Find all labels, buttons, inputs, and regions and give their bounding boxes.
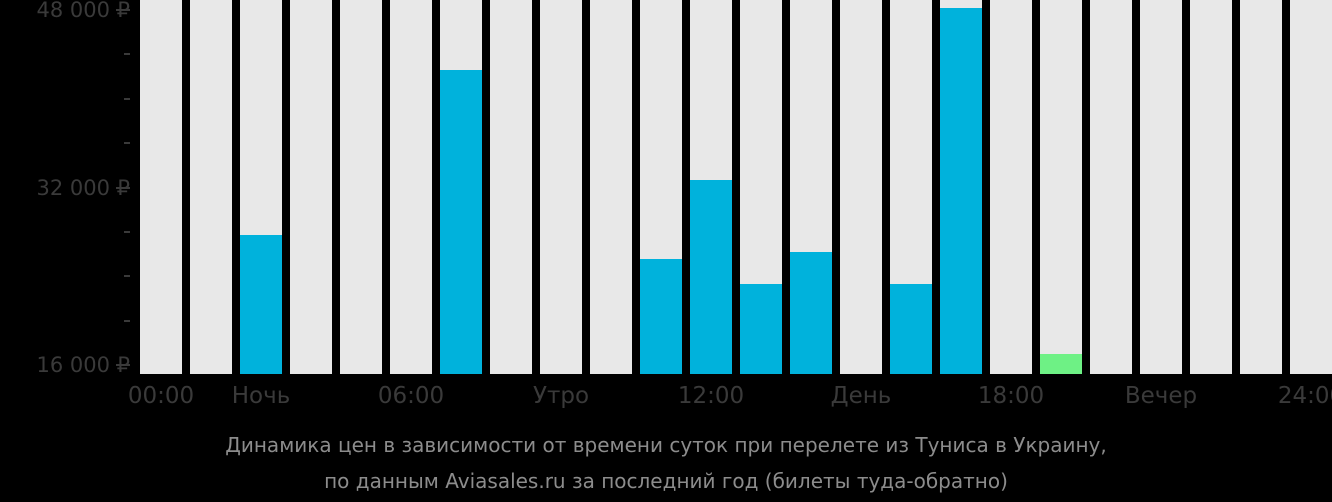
x-tick-label: 00:00 <box>127 383 195 409</box>
chart-caption-line2: по данным Aviasales.ru за последний год … <box>324 469 1008 493</box>
hour-column[interactable] <box>690 0 732 374</box>
hour-column[interactable] <box>790 0 832 374</box>
y-tick-label: 48 000 ₽ <box>36 0 130 22</box>
chart-caption-line1: Динамика цен в зависимости от времени су… <box>225 433 1107 457</box>
hour-column[interactable] <box>640 0 682 374</box>
y-tick-mark <box>124 230 130 233</box>
hour-column[interactable] <box>1090 0 1132 374</box>
hour-column[interactable] <box>290 0 332 374</box>
hour-column[interactable] <box>540 0 582 374</box>
x-tick-label: Ночь <box>231 383 291 409</box>
hour-column[interactable] <box>1140 0 1182 374</box>
y-tick-mark <box>124 275 130 278</box>
hour-column[interactable] <box>140 0 182 374</box>
hour-column[interactable] <box>1040 0 1082 374</box>
hour-column[interactable] <box>340 0 382 374</box>
hour-column[interactable] <box>1190 0 1232 374</box>
price-bar[interactable] <box>640 258 682 374</box>
cheapest-price-bar[interactable] <box>1040 353 1082 374</box>
hour-column[interactable] <box>240 0 282 374</box>
y-tick-mark <box>124 97 130 100</box>
hour-column[interactable] <box>990 0 1032 374</box>
y-tick-mark <box>116 9 130 11</box>
x-tick-label: День <box>830 383 892 409</box>
hour-column[interactable] <box>940 0 982 374</box>
hour-column[interactable] <box>1240 0 1282 374</box>
x-tick-label: 06:00 <box>377 383 445 409</box>
hour-column[interactable] <box>490 0 532 374</box>
hour-column[interactable] <box>440 0 482 374</box>
y-tick-mark <box>124 142 130 145</box>
price-bar[interactable] <box>790 251 832 374</box>
y-tick-mark <box>116 186 130 189</box>
hour-column[interactable] <box>590 0 632 374</box>
price-bar[interactable] <box>890 284 932 374</box>
price-bar[interactable] <box>740 284 782 374</box>
hour-column[interactable] <box>190 0 232 374</box>
hour-column[interactable] <box>1290 0 1332 374</box>
y-tick-mark <box>124 53 130 56</box>
hour-column[interactable] <box>740 0 782 374</box>
hour-column[interactable] <box>390 0 432 374</box>
x-tick-label: 24:00 <box>1277 383 1332 409</box>
y-tick-label: 16 000 ₽ <box>36 353 130 377</box>
hour-column[interactable] <box>890 0 932 374</box>
x-tick-label: 18:00 <box>977 383 1045 409</box>
x-tick-label: 12:00 <box>677 383 745 409</box>
y-tick-label: 32 000 ₽ <box>36 176 130 200</box>
hour-column[interactable] <box>840 0 882 374</box>
price-bar[interactable] <box>440 69 482 374</box>
y-tick-mark <box>124 319 130 322</box>
price-bar[interactable] <box>940 7 982 374</box>
price-bar[interactable] <box>690 179 732 374</box>
x-tick-label: Утро <box>532 383 590 409</box>
x-tick-label: Вечер <box>1124 383 1198 409</box>
price-bar[interactable] <box>240 235 282 374</box>
y-tick-mark <box>116 364 130 366</box>
